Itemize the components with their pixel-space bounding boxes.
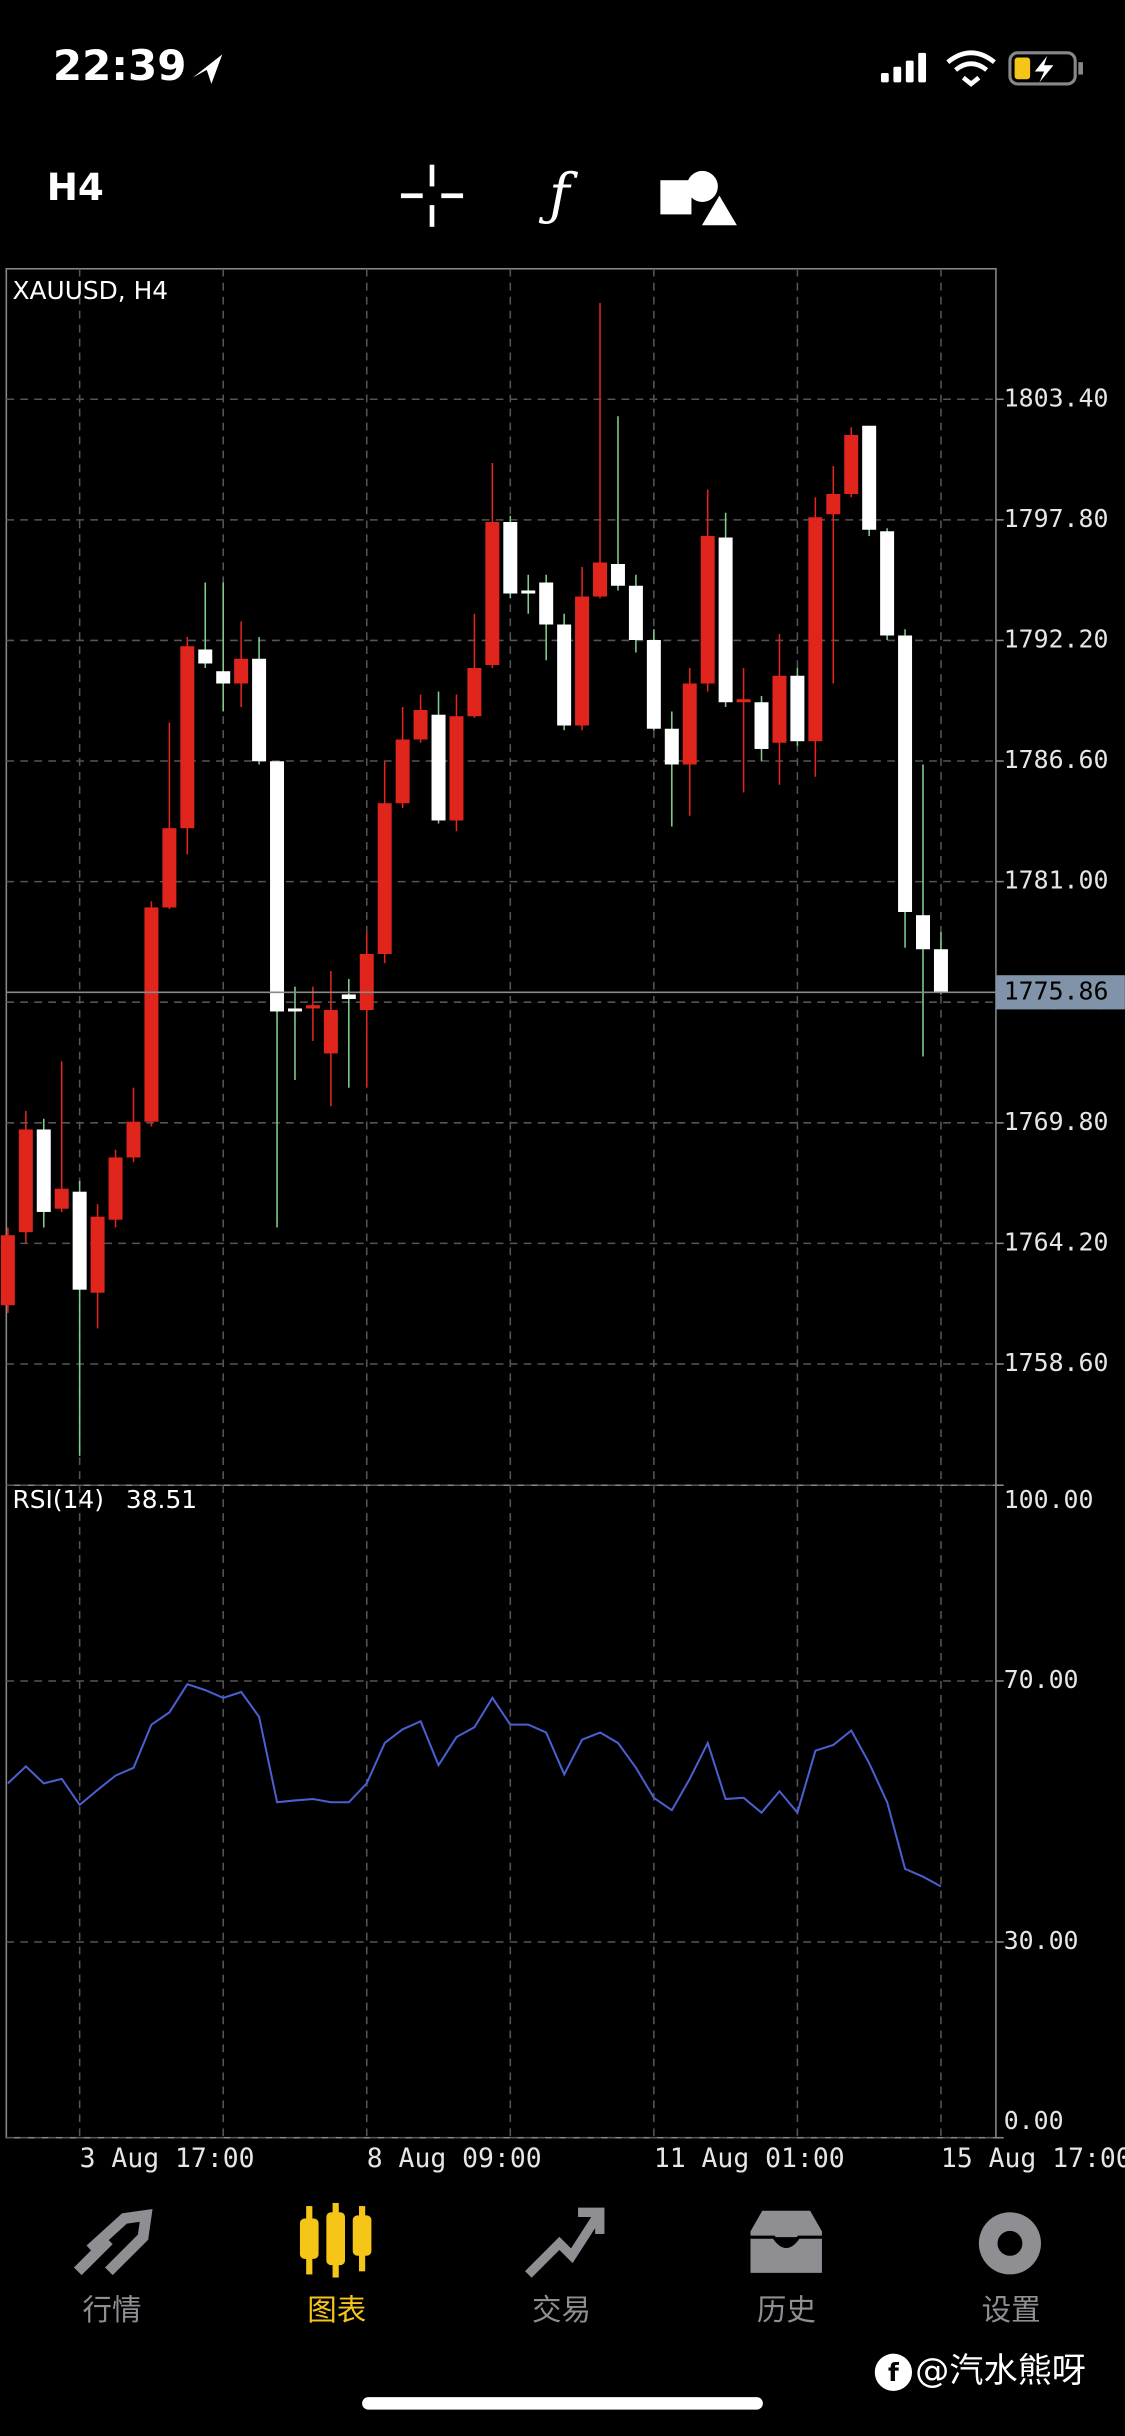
objects-button[interactable] [660,170,743,229]
candle-body [234,658,249,684]
y-tick-label: 0.00 [1004,2106,1064,2135]
candle-body [754,702,769,749]
rsi-title: RSI(14) [13,1485,104,1514]
candle-body [72,1191,87,1290]
rsi-current-value: 38.51 [126,1485,197,1514]
y-tick-label: 1769.80 [1004,1107,1109,1136]
candle-body [18,1129,33,1233]
candle-body [700,536,715,684]
candle-body [270,761,285,1012]
tab-icons [73,2202,1041,2278]
watermark: @汽水熊呀 [915,2351,1086,2391]
candle-body [216,671,231,684]
candle-body [431,714,446,821]
candle-body [144,907,159,1122]
candle-body [790,675,805,742]
x-tick-label: 8 Aug 09:00 [367,2143,542,2174]
candle-body [90,1216,105,1293]
rsi-line [7,1683,942,1888]
candle-body [252,658,267,762]
candle-body [323,1009,338,1054]
candle-body [180,646,195,829]
y-tick-label: 1792.20 [1004,624,1109,653]
candle-body [305,1005,320,1009]
candle-body [377,803,392,954]
y-tick-label: 30.00 [1004,1926,1079,1955]
x-tick-label: 3 Aug 17:00 [80,2143,255,2174]
y-tick-label: 1803.40 [1004,383,1109,412]
candle-body [826,494,841,515]
candle-body [36,1129,51,1212]
y-tick-label: 1786.60 [1004,745,1109,774]
y-tick-label: 1764.20 [1004,1227,1109,1256]
x-tick-label: 11 Aug 01:00 [654,2143,845,2174]
tab-label[interactable]: 设置 [982,2293,1041,2327]
timeframe-button[interactable]: H4 [47,165,104,209]
tab-label[interactable]: 历史 [757,2293,816,2327]
watermark-logo [874,2353,913,2391]
chart-frame [5,267,997,2139]
candle-body [126,1121,141,1158]
x-tick-label: 15 Aug 17:00 [941,2143,1125,2174]
candle-body [162,828,177,908]
candle-body [646,640,661,729]
candle-body [413,709,428,740]
candle-body [610,563,625,586]
candle-body [862,425,877,530]
y-tick-label: 1758.60 [1004,1348,1109,1377]
candle-body [485,522,500,665]
candle-body [395,739,410,804]
candle-body [736,699,751,703]
candle-body [772,675,787,743]
candle-body [664,728,679,765]
status-time: 22:39 [53,41,186,90]
candle-body [359,953,374,1010]
candle-body [539,582,554,625]
candle-body [718,537,733,703]
home-indicator [362,2397,763,2410]
y-tick-label: 1797.80 [1004,504,1109,533]
candle-body [916,915,930,950]
candle-body [844,435,859,495]
candle-body [467,668,482,717]
location-icon [192,54,223,84]
tab-label[interactable]: 图表 [307,2293,366,2327]
battery-icon [1008,51,1083,86]
candle-body [341,994,356,999]
indicator-button[interactable]: ƒ [538,162,578,227]
y-tick-label: 70.00 [1004,1665,1079,1694]
watermark-logo-letter: f [888,2358,900,2387]
candle-body [593,562,608,597]
candle-body [880,531,895,636]
current-price-label: 1775.86 [1004,976,1109,1005]
candle-body [933,949,948,993]
chart-title: XAUUSD, H4 [13,276,169,305]
wifi-icon [946,50,996,87]
signal-icon [880,52,927,83]
y-tick-label: 1781.00 [1004,866,1109,895]
crosshair-button[interactable] [400,164,464,227]
y-tick-label: 100.00 [1004,1485,1094,1514]
candle-body [503,522,518,594]
candle-body [449,716,464,821]
candle-body [628,585,643,641]
candle-body [287,1008,302,1012]
tab-label[interactable]: 行情 [82,2293,141,2327]
candle-body [108,1157,123,1220]
current-price-box [995,975,1125,1010]
candle-body [898,635,913,912]
candle-body [808,517,823,742]
candle-body [557,624,572,726]
candle-body [575,596,590,726]
tab-label[interactable]: 交易 [532,2293,591,2327]
candle-body [198,649,213,664]
candle-body [0,1235,15,1306]
candle-body [54,1188,69,1209]
candle-body [521,590,536,594]
candle-body [682,683,697,765]
